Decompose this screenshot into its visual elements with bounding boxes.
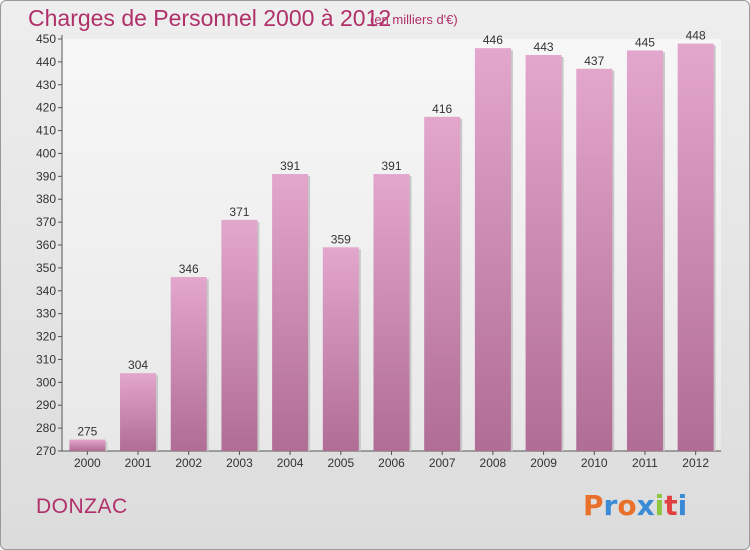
y-tick-label: 410 bbox=[36, 124, 56, 138]
value-label: 446 bbox=[483, 33, 503, 47]
x-tick-label: 2002 bbox=[175, 456, 202, 470]
value-label: 275 bbox=[77, 425, 97, 439]
value-label: 391 bbox=[381, 159, 401, 173]
y-tick-label: 340 bbox=[36, 284, 56, 298]
commune-name: DONZAC bbox=[36, 495, 128, 518]
bar-2012 bbox=[677, 43, 714, 451]
value-label: 359 bbox=[331, 232, 351, 246]
logo-letter: P bbox=[583, 489, 604, 522]
x-tick-label: 2008 bbox=[480, 456, 507, 470]
y-tick-label: 300 bbox=[36, 375, 56, 389]
value-label: 346 bbox=[179, 262, 199, 276]
logo-letter: i bbox=[677, 489, 688, 522]
y-tick-label: 390 bbox=[36, 169, 56, 183]
x-tick-label: 2001 bbox=[125, 456, 152, 470]
y-tick-label: 310 bbox=[36, 352, 56, 366]
value-label: 391 bbox=[280, 159, 300, 173]
logo-letter: r bbox=[603, 489, 618, 522]
x-tick-label: 2012 bbox=[682, 456, 709, 470]
x-tick-label: 2006 bbox=[378, 456, 405, 470]
bar-2001 bbox=[120, 373, 157, 451]
y-tick-label: 270 bbox=[36, 444, 56, 458]
x-tick-label: 2007 bbox=[429, 456, 456, 470]
y-tick-label: 360 bbox=[36, 238, 56, 252]
value-label: 443 bbox=[534, 40, 554, 54]
bar-2009 bbox=[525, 55, 562, 452]
x-tick-label: 2009 bbox=[530, 456, 557, 470]
x-tick-label: 2011 bbox=[632, 456, 658, 470]
bar-2007 bbox=[424, 116, 461, 452]
y-tick-label: 380 bbox=[36, 192, 56, 206]
value-label: 448 bbox=[686, 29, 706, 43]
logo-letter: t bbox=[664, 489, 678, 522]
y-tick-label: 350 bbox=[36, 261, 56, 275]
y-tick-label: 330 bbox=[36, 307, 56, 321]
bar-2008 bbox=[474, 48, 511, 452]
y-tick-label: 290 bbox=[36, 398, 56, 412]
logo-letter: i bbox=[654, 489, 665, 522]
y-tick-label: 440 bbox=[36, 55, 56, 69]
y-tick-label: 280 bbox=[36, 421, 56, 435]
value-label: 437 bbox=[584, 54, 604, 68]
bar-2003 bbox=[221, 219, 258, 451]
labels: 270 280 290 300 310 320 330 340 350 360 370 380 390 4… bbox=[36, 29, 709, 470]
bar-2004 bbox=[272, 174, 309, 452]
value-label: 416 bbox=[432, 102, 452, 116]
bar-2006 bbox=[373, 174, 410, 452]
y-tick-label: 370 bbox=[36, 215, 56, 229]
bar-2005 bbox=[322, 247, 359, 451]
y-tick-label: 400 bbox=[36, 146, 56, 160]
value-label: 445 bbox=[635, 35, 655, 49]
y-tick-label: 420 bbox=[36, 101, 56, 115]
x-tick-label: 2005 bbox=[327, 456, 354, 470]
bar-2002 bbox=[170, 277, 207, 451]
x-tick-label: 2003 bbox=[226, 456, 253, 470]
x-tick-label: 2010 bbox=[581, 456, 608, 470]
chart-title: Charges de Personnel 2000 à 2012 bbox=[28, 5, 392, 31]
logo-letter: x bbox=[636, 489, 655, 522]
y-tick-label: 430 bbox=[36, 78, 56, 92]
bar-2000 bbox=[69, 439, 106, 451]
value-label: 371 bbox=[229, 205, 249, 219]
x-tick-label: 2000 bbox=[74, 456, 101, 470]
value-label: 304 bbox=[128, 358, 148, 372]
bar-2011 bbox=[626, 50, 663, 451]
bar-2010 bbox=[576, 68, 613, 451]
y-tick-label: 320 bbox=[36, 330, 56, 344]
proxiti-logo: Proxiti bbox=[583, 489, 687, 522]
y-tick-label: 450 bbox=[36, 32, 56, 46]
x-tick-label: 2004 bbox=[277, 456, 304, 470]
logo-letter: o bbox=[617, 489, 637, 522]
chart-unit-label: (en milliers d'€) bbox=[370, 12, 458, 27]
bars bbox=[69, 43, 716, 452]
